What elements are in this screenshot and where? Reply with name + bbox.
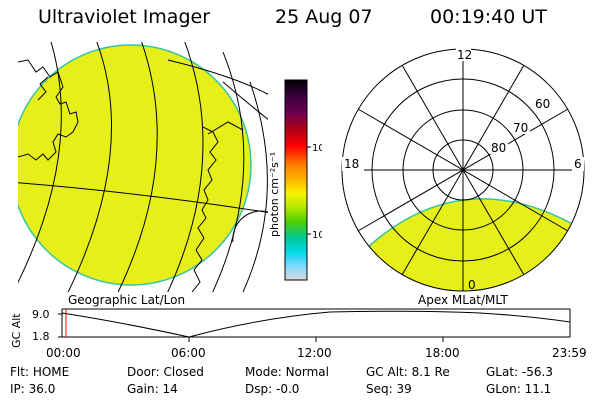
altitude-curve bbox=[61, 310, 571, 338]
date-label: 25 Aug 07 bbox=[275, 6, 373, 28]
colorbar-tick-100: 100 bbox=[312, 143, 322, 154]
timeline-xtick-1200: 12:00 bbox=[297, 346, 332, 360]
coastlines bbox=[18, 59, 244, 292]
status-gc-alt: GC Alt: 8.1 Re bbox=[366, 365, 450, 379]
polar-plot: 12 18 6 0 60 70 80 bbox=[341, 47, 585, 292]
status-door: Door: Closed bbox=[127, 365, 204, 379]
timeline-ytick-9: 9.0 bbox=[32, 308, 50, 321]
status-glat: GLat: -56.3 bbox=[486, 365, 553, 379]
colorbar: 100 10 photon cm⁻²s⁻¹ bbox=[268, 79, 322, 281]
status-gain: Gain: 14 bbox=[127, 382, 178, 396]
status-glon: GLon: 11.1 bbox=[486, 382, 552, 396]
timeline-xtick-0000: 00:00 bbox=[46, 346, 81, 360]
status-ip: IP: 36.0 bbox=[10, 382, 56, 396]
colorbar-unit: photon cm⁻²s⁻¹ bbox=[268, 152, 281, 237]
polar-lat-80: 80 bbox=[491, 141, 506, 155]
longitude-lines bbox=[18, 59, 268, 243]
status-dsp: Dsp: -0.0 bbox=[245, 382, 300, 396]
status-flt: Flt: HOME bbox=[10, 365, 70, 379]
latitude-lines bbox=[18, 42, 268, 292]
polar-lat-60: 60 bbox=[535, 97, 550, 111]
timeline-ytick-1-8: 1.8 bbox=[32, 330, 50, 343]
timeline-xtick-2359: 23:59 bbox=[552, 346, 587, 360]
altitude-timeline: GC Alt 9.0 1.8 00:00 06:00 12:00 18:00 2… bbox=[10, 308, 587, 360]
emission-disk bbox=[18, 44, 252, 286]
polar-panel-label: Apex MLat/MLT bbox=[418, 293, 508, 307]
timeline-axis-label: GC Alt bbox=[10, 313, 23, 348]
app-title: Ultraviolet Imager bbox=[38, 6, 211, 28]
colorbar-gradient bbox=[284, 79, 308, 281]
polar-label-18: 18 bbox=[344, 157, 359, 171]
polar-label-12: 12 bbox=[457, 48, 472, 62]
timeline-xtick-1800: 18:00 bbox=[425, 346, 460, 360]
polar-lat-70: 70 bbox=[513, 121, 528, 135]
polar-label-0: 0 bbox=[468, 278, 476, 292]
timeline-xtick-0600: 06:00 bbox=[171, 346, 206, 360]
geographic-image-panel bbox=[18, 42, 268, 292]
colorbar-tick-10: 10 bbox=[312, 230, 322, 241]
time-label: 00:19:40 UT bbox=[430, 6, 547, 28]
polar-label-6: 6 bbox=[574, 157, 582, 171]
status-mode: Mode: Normal bbox=[245, 365, 329, 379]
geographic-panel-label: Geographic Lat/Lon bbox=[68, 293, 186, 307]
status-seq: Seq: 39 bbox=[366, 382, 412, 396]
